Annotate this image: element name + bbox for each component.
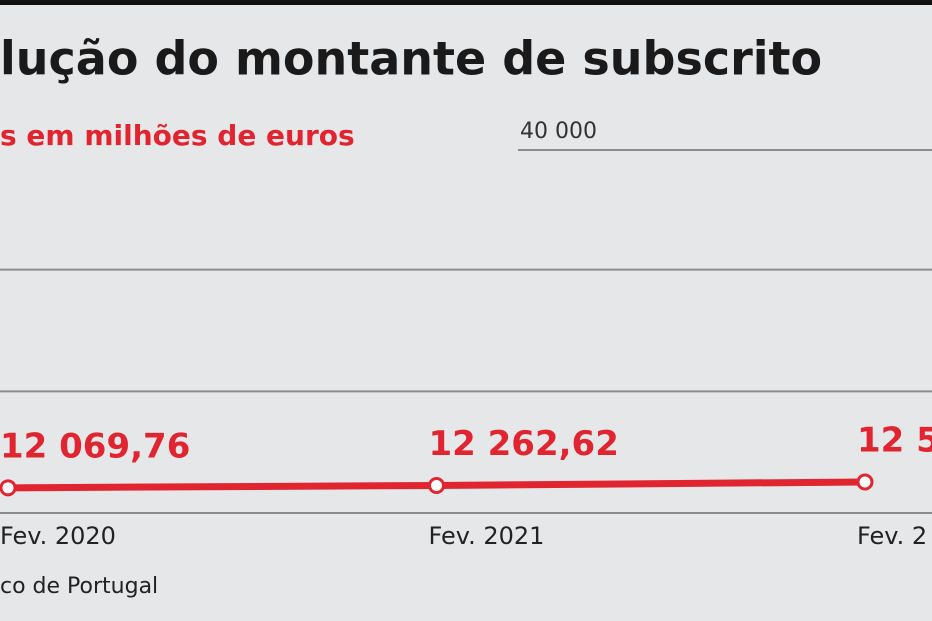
- value-label: 12 262,62: [429, 424, 619, 464]
- point: [0, 479, 17, 497]
- x-tick-label: Fev. 2021: [429, 522, 545, 550]
- y-tick-label: 40 000: [520, 119, 597, 144]
- chart-subtitle: s em milhões de euros: [0, 119, 355, 152]
- top-rule: [0, 0, 932, 5]
- point: [428, 476, 445, 494]
- value-label: 12 5: [857, 420, 932, 460]
- value-label: 12 069,76: [0, 426, 190, 466]
- point: [856, 473, 874, 491]
- source: co de Portugal: [0, 574, 158, 599]
- chart-title: lução do montante de subscrito: [0, 32, 822, 86]
- x-tick-label: Fev. 2020: [0, 522, 116, 550]
- x-tick-label: Fev. 2: [857, 522, 927, 550]
